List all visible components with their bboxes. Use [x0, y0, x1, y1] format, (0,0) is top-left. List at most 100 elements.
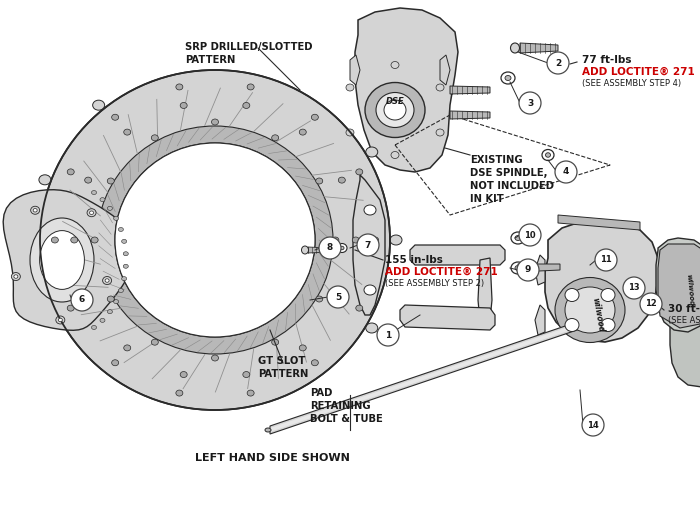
Text: 3: 3: [527, 98, 533, 107]
Ellipse shape: [515, 235, 521, 240]
Ellipse shape: [565, 288, 579, 302]
Ellipse shape: [505, 76, 511, 81]
Text: GT SLOT: GT SLOT: [258, 356, 305, 366]
Ellipse shape: [312, 114, 318, 120]
Circle shape: [582, 414, 604, 436]
Ellipse shape: [92, 100, 105, 110]
Polygon shape: [355, 8, 458, 172]
Ellipse shape: [123, 264, 128, 268]
Ellipse shape: [39, 175, 51, 185]
Ellipse shape: [51, 237, 58, 243]
Text: LEFT HAND SIDE SHOWN: LEFT HAND SIDE SHOWN: [195, 453, 350, 463]
Circle shape: [517, 259, 539, 281]
Ellipse shape: [67, 305, 74, 311]
Ellipse shape: [436, 84, 444, 91]
Text: 10: 10: [524, 231, 536, 239]
Circle shape: [377, 324, 399, 346]
Text: (SEE ASSEMBLY STEP 5): (SEE ASSEMBLY STEP 5): [668, 316, 700, 325]
Polygon shape: [535, 255, 545, 285]
Ellipse shape: [105, 279, 109, 282]
Circle shape: [327, 286, 349, 308]
Ellipse shape: [247, 84, 254, 90]
Ellipse shape: [555, 277, 625, 343]
Ellipse shape: [316, 296, 323, 302]
Text: BOLT & TUBE: BOLT & TUBE: [310, 414, 383, 424]
Ellipse shape: [107, 310, 113, 314]
Ellipse shape: [565, 287, 615, 333]
Polygon shape: [4, 190, 135, 330]
Text: RETAINING: RETAINING: [310, 401, 370, 411]
Ellipse shape: [346, 84, 354, 91]
Ellipse shape: [300, 129, 307, 135]
Polygon shape: [270, 323, 580, 432]
Ellipse shape: [352, 237, 359, 243]
Text: wilwood: wilwood: [591, 297, 606, 333]
Ellipse shape: [113, 300, 118, 304]
Ellipse shape: [272, 339, 279, 345]
Ellipse shape: [312, 360, 318, 366]
Ellipse shape: [376, 92, 414, 127]
Ellipse shape: [118, 288, 123, 293]
Ellipse shape: [211, 119, 218, 125]
Circle shape: [71, 289, 93, 311]
Ellipse shape: [67, 169, 74, 175]
Polygon shape: [400, 305, 495, 330]
Text: EXISTING: EXISTING: [470, 155, 523, 165]
Ellipse shape: [40, 231, 85, 289]
Polygon shape: [478, 258, 492, 322]
Polygon shape: [558, 215, 640, 230]
Ellipse shape: [372, 237, 379, 243]
Text: 2: 2: [555, 58, 561, 67]
Ellipse shape: [366, 147, 378, 157]
Text: ADD LOCTITE® 271: ADD LOCTITE® 271: [582, 67, 694, 77]
Text: PAD: PAD: [310, 388, 332, 398]
Ellipse shape: [124, 345, 131, 351]
Ellipse shape: [652, 301, 656, 305]
Ellipse shape: [33, 208, 37, 212]
Text: 5: 5: [335, 293, 341, 302]
Ellipse shape: [338, 297, 345, 303]
Ellipse shape: [97, 126, 333, 354]
Circle shape: [555, 161, 577, 183]
Text: 77 ft-lbs: 77 ft-lbs: [582, 55, 631, 65]
Ellipse shape: [30, 218, 94, 302]
Ellipse shape: [122, 277, 127, 281]
Text: DSE: DSE: [386, 97, 405, 106]
Text: 30 ft-lbs: 30 ft-lbs: [668, 304, 700, 314]
Ellipse shape: [300, 345, 307, 351]
Ellipse shape: [356, 169, 363, 175]
Circle shape: [547, 52, 569, 74]
Ellipse shape: [211, 355, 218, 361]
Ellipse shape: [511, 262, 525, 274]
Ellipse shape: [364, 245, 376, 255]
Polygon shape: [440, 55, 450, 85]
Ellipse shape: [265, 428, 271, 432]
Circle shape: [519, 92, 541, 114]
Ellipse shape: [340, 246, 344, 250]
Polygon shape: [350, 55, 360, 85]
Polygon shape: [670, 293, 700, 387]
Polygon shape: [520, 43, 558, 53]
Text: (SEE ASSEMBLY STEP 4): (SEE ASSEMBLY STEP 4): [582, 79, 681, 88]
Ellipse shape: [436, 129, 444, 136]
Ellipse shape: [123, 252, 128, 256]
Text: PATTERN: PATTERN: [185, 55, 235, 65]
Ellipse shape: [390, 235, 402, 245]
Polygon shape: [353, 175, 385, 315]
Ellipse shape: [332, 237, 339, 243]
Ellipse shape: [515, 266, 521, 271]
Ellipse shape: [545, 153, 550, 157]
Ellipse shape: [87, 209, 96, 216]
Ellipse shape: [391, 61, 399, 68]
Ellipse shape: [542, 150, 554, 161]
Ellipse shape: [649, 299, 659, 308]
Ellipse shape: [122, 239, 127, 243]
Text: IN KIT: IN KIT: [470, 194, 504, 204]
Ellipse shape: [118, 228, 123, 232]
Text: NOT INCLUDED: NOT INCLUDED: [470, 181, 554, 191]
Ellipse shape: [364, 205, 376, 215]
Ellipse shape: [243, 372, 250, 378]
Ellipse shape: [107, 296, 114, 302]
Ellipse shape: [601, 318, 615, 332]
Ellipse shape: [115, 143, 315, 337]
